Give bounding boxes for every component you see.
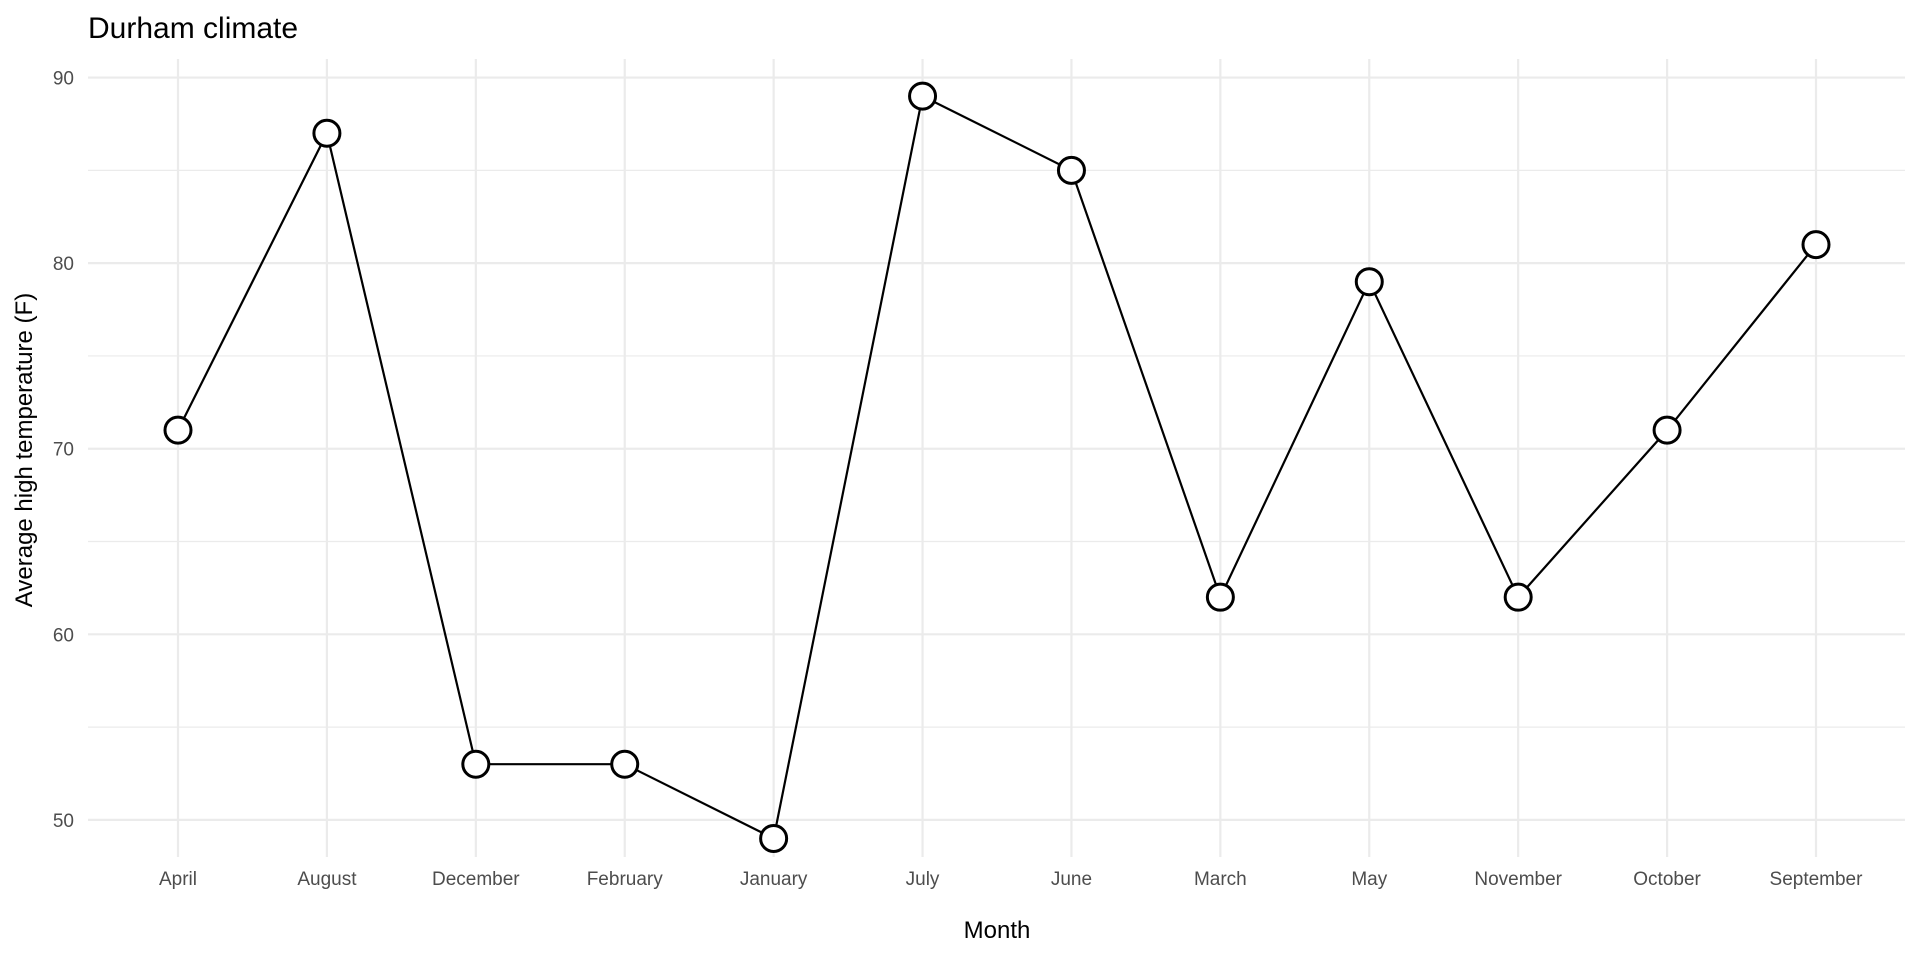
data-point-june (1056, 155, 1086, 185)
x-tick-label: April (159, 869, 197, 890)
x-tick-label: November (1474, 869, 1562, 890)
x-tick-label: May (1351, 869, 1387, 890)
x-tick-label: January (740, 869, 808, 890)
x-tick-label: August (297, 869, 357, 890)
x-tick-label: March (1194, 869, 1247, 890)
y-tick-label: 60 (53, 625, 74, 646)
data-point-may (1354, 267, 1384, 297)
data-point-august (312, 118, 342, 148)
x-tick-label: July (906, 869, 940, 890)
x-tick-label: February (587, 869, 664, 890)
data-point-march (1205, 582, 1235, 612)
data-line (177, 94, 1817, 841)
grid (88, 59, 1905, 857)
data-point-november (1503, 582, 1533, 612)
x-tick-labels: April August December February January July Ju… (159, 869, 1863, 890)
y-tick-label: 70 (53, 440, 74, 461)
y-tick-label: 90 (53, 69, 74, 90)
y-tick-label: 80 (53, 254, 74, 275)
x-tick-label: June (1051, 869, 1092, 890)
data-point-february (610, 749, 640, 779)
y-tick-labels: 50 60 70 80 90 (53, 69, 74, 832)
x-tick-label: December (432, 869, 520, 890)
data-points (163, 81, 1831, 853)
data-line-layer (177, 94, 1817, 841)
data-point-october (1652, 415, 1682, 445)
x-tick-label: September (1770, 869, 1864, 890)
data-point-april (163, 415, 193, 445)
chart-title: Durham climate (88, 12, 298, 45)
y-tick-label: 50 (53, 811, 74, 832)
data-point-july (908, 81, 938, 111)
x-axis-title: Month (964, 917, 1031, 944)
y-axis-title: Average high temperature (F) (11, 293, 38, 607)
data-point-september (1801, 230, 1831, 260)
x-tick-label: October (1633, 869, 1701, 890)
data-point-december (461, 749, 491, 779)
data-point-january (759, 823, 789, 853)
